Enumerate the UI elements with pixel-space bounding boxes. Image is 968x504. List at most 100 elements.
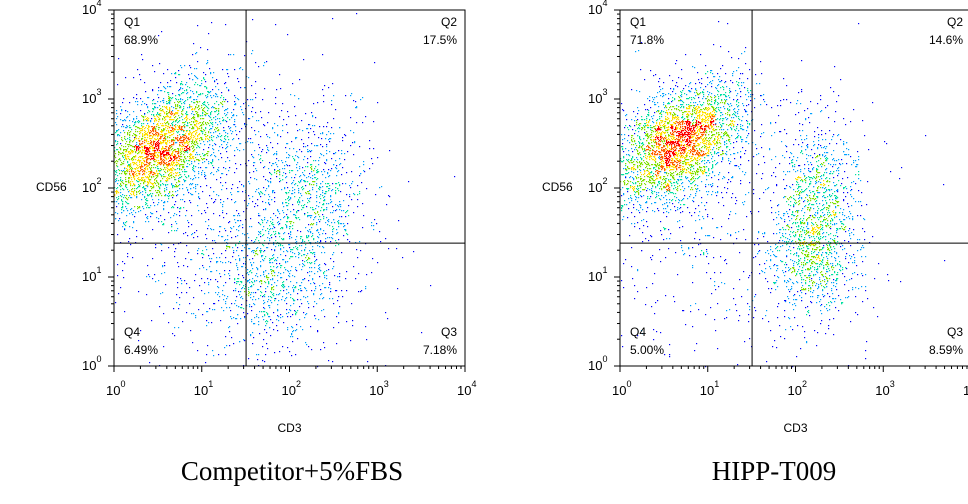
event-dot (169, 100, 171, 102)
event-dot (350, 145, 352, 147)
event-dot (179, 138, 181, 140)
event-dot (192, 127, 194, 129)
event-dot (333, 252, 335, 254)
event-dot (169, 102, 171, 104)
event-dot (192, 139, 194, 141)
event-dot (205, 234, 207, 236)
event-dot (130, 183, 132, 185)
event-dot (310, 231, 312, 233)
event-dot (140, 151, 142, 153)
event-dot (166, 142, 168, 144)
event-dot (172, 191, 174, 193)
event-dot (135, 131, 137, 133)
event-dot (157, 174, 159, 176)
event-dot (208, 225, 210, 227)
event-dot (132, 150, 134, 152)
event-dot (281, 110, 283, 112)
event-dot (177, 105, 179, 107)
event-dot (292, 187, 294, 189)
event-dot (236, 134, 238, 136)
event-dot (153, 174, 155, 176)
event-dot (138, 145, 140, 147)
event-dot (150, 190, 152, 192)
event-dot (326, 278, 328, 280)
event-dot (141, 115, 143, 117)
event-dot (124, 136, 126, 138)
event-dot (154, 126, 156, 128)
event-dot (157, 150, 159, 152)
event-dot (156, 139, 158, 141)
event-dot (208, 104, 210, 106)
event-dot (116, 130, 118, 132)
event-dot (249, 292, 251, 294)
event-dot (258, 192, 260, 194)
event-dot (271, 302, 273, 304)
event-dot (149, 158, 151, 160)
event-dot (186, 146, 188, 148)
event-dot (225, 250, 227, 252)
event-dot (141, 164, 143, 166)
event-dot (297, 210, 299, 212)
event-dot (155, 195, 157, 197)
event-dot (234, 101, 236, 103)
event-dot (178, 110, 180, 112)
event-dot (347, 234, 349, 236)
event-dot (277, 280, 279, 282)
event-dot (150, 216, 152, 218)
event-dot (165, 146, 167, 148)
event-dot (258, 234, 260, 236)
event-dot (142, 156, 144, 158)
event-dot (176, 186, 178, 188)
event-dot (311, 267, 313, 269)
event-dot (243, 263, 245, 265)
event-dot (295, 267, 297, 269)
event-dot (176, 157, 178, 159)
event-dot (151, 114, 153, 116)
event-dot (280, 254, 282, 256)
event-dot (265, 270, 267, 272)
event-dot (129, 159, 131, 161)
event-dot (136, 196, 138, 198)
event-dot (241, 288, 243, 290)
event-dot (207, 96, 209, 98)
event-dot (316, 170, 318, 172)
event-dot (314, 174, 316, 176)
event-dot (314, 181, 316, 183)
event-dot (178, 149, 180, 151)
event-dot (148, 130, 150, 132)
event-dot (150, 154, 152, 156)
event-dot (174, 149, 176, 151)
event-dot (264, 302, 266, 304)
event-dot (268, 112, 270, 114)
event-dot (250, 294, 252, 296)
event-dot (151, 118, 153, 120)
event-dot (217, 261, 219, 263)
event-dot (314, 177, 316, 179)
event-dot (186, 151, 188, 153)
event-dot (228, 222, 230, 224)
event-dot (153, 128, 155, 130)
event-dot (298, 157, 300, 159)
event-dot (282, 210, 284, 212)
event-dot (172, 110, 174, 112)
event-dot (146, 120, 148, 122)
event-dot (325, 264, 327, 266)
event-dot (250, 138, 252, 140)
event-dot (186, 150, 188, 152)
event-dot (309, 262, 311, 264)
event-dot (338, 150, 340, 152)
event-dot (177, 148, 179, 150)
event-dot (182, 166, 184, 168)
event-dot (127, 165, 129, 167)
event-dot (268, 150, 270, 152)
event-dot (191, 137, 193, 139)
event-dot (193, 151, 195, 153)
event-dot (338, 206, 340, 208)
event-dot (160, 142, 162, 144)
event-dot (268, 199, 270, 201)
event-dot (246, 165, 248, 167)
event-dot (200, 85, 202, 87)
event-dot (195, 186, 197, 188)
event-dot (279, 174, 281, 176)
event-dot (225, 168, 227, 170)
